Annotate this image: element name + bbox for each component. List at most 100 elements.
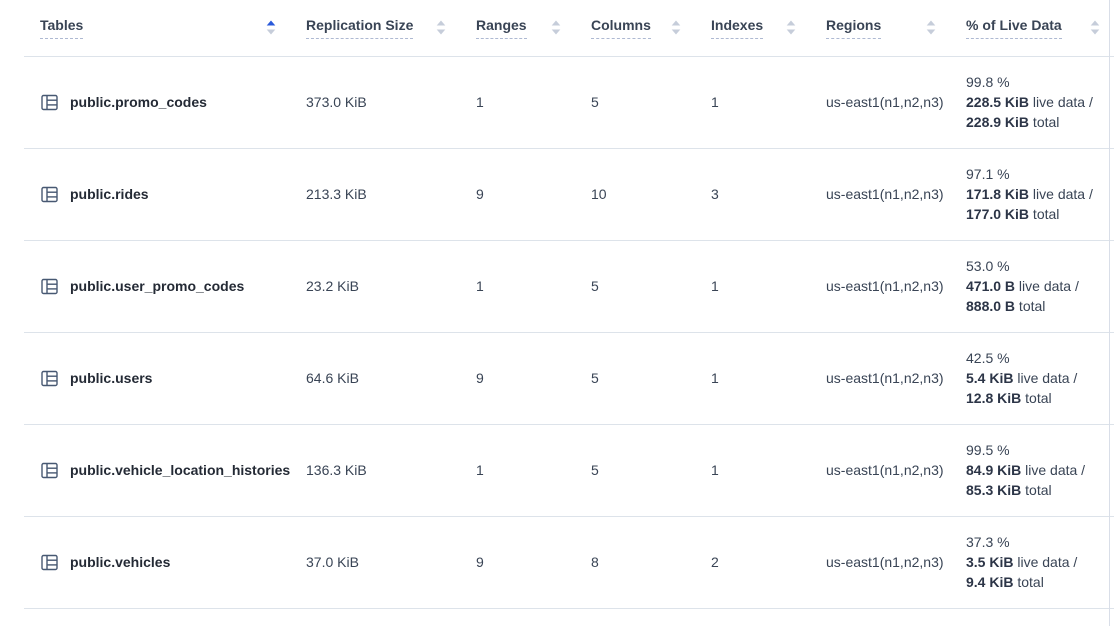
replication-size-cell: 136.3 KiB xyxy=(290,423,460,516)
live-percent: 99.5 % xyxy=(966,442,1010,458)
table-row[interactable]: public.users 64.6 KiB 9 5 1 us-east1(n1,… xyxy=(24,331,1114,424)
total-size-line: 9.4 KiB total xyxy=(966,574,1044,590)
sort-arrows-icon[interactable] xyxy=(926,20,936,35)
column-header-regions[interactable]: Regions xyxy=(810,0,950,56)
table-row[interactable]: public.vehicle_location_histories 136.3 … xyxy=(24,423,1114,516)
ranges-cell: 9 xyxy=(460,515,575,609)
table-row[interactable]: public.vehicles 37.0 KiB 9 8 2 us-east1(… xyxy=(24,515,1114,609)
column-header-columns[interactable]: Columns xyxy=(575,0,695,56)
indexes-cell: 1 xyxy=(695,239,810,332)
content-right-divider xyxy=(1109,0,1110,626)
replication-size-cell: 23.2 KiB xyxy=(290,239,460,332)
table-header: Tables Replication Size xyxy=(24,0,1114,56)
indexes-cell: 1 xyxy=(695,55,810,148)
ranges-cell: 1 xyxy=(460,423,575,516)
ranges-cell: 1 xyxy=(460,55,575,148)
table-icon xyxy=(40,93,59,112)
table-name-link[interactable]: public.rides xyxy=(70,186,149,202)
column-label-ranges: Ranges xyxy=(476,17,527,39)
live-data-cell: 99.5 % 84.9 KiB live data / 85.3 KiB tot… xyxy=(950,423,1114,516)
regions-cell: us-east1(n1,n2,n3) xyxy=(810,331,950,424)
table-name-cell: public.promo_codes xyxy=(24,55,290,148)
column-label-regions: Regions xyxy=(826,17,882,39)
indexes-cell: 1 xyxy=(695,331,810,424)
table-name-link[interactable]: public.vehicle_location_histories xyxy=(70,462,291,478)
live-size-line: 84.9 KiB live data / xyxy=(966,462,1086,478)
column-label-replication-size: Replication Size xyxy=(306,17,414,39)
columns-cell: 8 xyxy=(575,515,695,609)
regions-cell: us-east1(n1,n2,n3) xyxy=(810,515,950,609)
column-header-live-data[interactable]: % of Live Data xyxy=(950,0,1114,56)
sort-arrows-icon[interactable] xyxy=(671,20,681,35)
column-label-live-data: % of Live Data xyxy=(966,17,1062,39)
table-name-link[interactable]: public.vehicles xyxy=(70,554,171,570)
total-size-line: 85.3 KiB total xyxy=(966,482,1052,498)
live-percent: 97.1 % xyxy=(966,166,1010,182)
column-header-indexes[interactable]: Indexes xyxy=(695,0,810,56)
tables-table: Tables Replication Size xyxy=(24,0,1114,609)
column-label-indexes: Indexes xyxy=(711,17,764,39)
regions-cell: us-east1(n1,n2,n3) xyxy=(810,239,950,332)
total-size-line: 888.0 B total xyxy=(966,298,1046,314)
table-name-link[interactable]: public.user_promo_codes xyxy=(70,278,245,294)
live-data-cell: 42.5 % 5.4 KiB live data / 12.8 KiB tota… xyxy=(950,331,1114,424)
table-icon xyxy=(40,277,59,296)
columns-cell: 5 xyxy=(575,423,695,516)
column-header-ranges[interactable]: Ranges xyxy=(460,0,575,56)
table-icon xyxy=(40,461,59,480)
table-name-cell: public.rides xyxy=(24,147,290,240)
tables-grid: Tables Replication Size xyxy=(24,0,1114,609)
table-name-link[interactable]: public.users xyxy=(70,370,153,386)
total-size-line: 177.0 KiB total xyxy=(966,206,1060,222)
live-size-line: 228.5 KiB live data / xyxy=(966,94,1093,110)
columns-cell: 10 xyxy=(575,147,695,240)
table-row[interactable]: public.promo_codes 373.0 KiB 1 5 1 us-ea… xyxy=(24,55,1114,148)
column-label-tables: Tables xyxy=(40,17,84,39)
indexes-cell: 1 xyxy=(695,423,810,516)
column-header-replication-size[interactable]: Replication Size xyxy=(290,0,460,56)
column-label-columns: Columns xyxy=(591,17,651,39)
indexes-cell: 2 xyxy=(695,515,810,609)
table-icon xyxy=(40,553,59,572)
live-data-cell: 97.1 % 171.8 KiB live data / 177.0 KiB t… xyxy=(950,147,1114,240)
live-data-cell: 99.8 % 228.5 KiB live data / 228.9 KiB t… xyxy=(950,55,1114,148)
sort-arrows-icon[interactable] xyxy=(786,20,796,35)
live-data-cell: 37.3 % 3.5 KiB live data / 9.4 KiB total xyxy=(950,515,1114,609)
table-icon xyxy=(40,185,59,204)
table-icon xyxy=(40,369,59,388)
sort-arrows-icon[interactable] xyxy=(436,20,446,35)
total-size-line: 12.8 KiB total xyxy=(966,390,1052,406)
replication-size-cell: 213.3 KiB xyxy=(290,147,460,240)
table-row[interactable]: public.rides 213.3 KiB 9 10 3 us-east1(n… xyxy=(24,147,1114,240)
columns-cell: 5 xyxy=(575,331,695,424)
table-name-cell: public.vehicles xyxy=(24,515,290,609)
table-name-cell: public.users xyxy=(24,331,290,424)
ranges-cell: 1 xyxy=(460,239,575,332)
columns-cell: 5 xyxy=(575,55,695,148)
live-data-cell: 53.0 % 471.0 B live data / 888.0 B total xyxy=(950,239,1114,332)
ranges-cell: 9 xyxy=(460,147,575,240)
live-percent: 53.0 % xyxy=(966,258,1010,274)
table-name-link[interactable]: public.promo_codes xyxy=(70,94,207,110)
live-size-line: 471.0 B live data / xyxy=(966,278,1079,294)
column-header-tables[interactable]: Tables xyxy=(24,0,290,56)
sort-arrows-icon[interactable] xyxy=(1090,20,1100,35)
columns-cell: 5 xyxy=(575,239,695,332)
table-name-cell: public.vehicle_location_histories xyxy=(24,423,291,516)
sort-arrows-icon[interactable] xyxy=(266,20,276,35)
replication-size-cell: 64.6 KiB xyxy=(290,331,460,424)
live-percent: 37.3 % xyxy=(966,534,1010,550)
total-size-line: 228.9 KiB total xyxy=(966,114,1060,130)
regions-cell: us-east1(n1,n2,n3) xyxy=(810,147,950,240)
table-name-cell: public.user_promo_codes xyxy=(24,239,290,332)
table-body: public.promo_codes 373.0 KiB 1 5 1 us-ea… xyxy=(24,55,1114,609)
live-size-line: 171.8 KiB live data / xyxy=(966,186,1093,202)
sort-arrows-icon[interactable] xyxy=(551,20,561,35)
live-size-line: 3.5 KiB live data / xyxy=(966,554,1078,570)
replication-size-cell: 37.0 KiB xyxy=(290,515,460,609)
regions-cell: us-east1(n1,n2,n3) xyxy=(810,55,950,148)
live-size-line: 5.4 KiB live data / xyxy=(966,370,1078,386)
table-row[interactable]: public.user_promo_codes 23.2 KiB 1 5 1 u… xyxy=(24,239,1114,332)
ranges-cell: 9 xyxy=(460,331,575,424)
